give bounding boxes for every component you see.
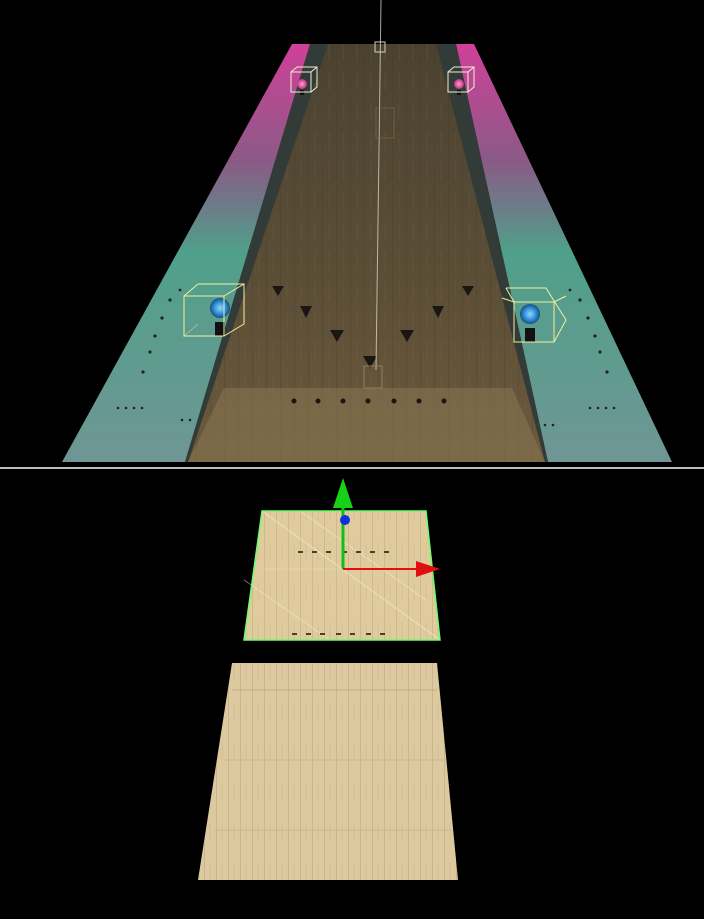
far-pin-marker[interactable] (374, 41, 386, 53)
gizmo-x-arrow-icon[interactable] (416, 561, 440, 577)
gizmo-y-arrow-icon[interactable] (333, 478, 353, 508)
lower-floor-tile[interactable] (198, 663, 458, 880)
viewport-perspective[interactable] (0, 0, 704, 467)
perspective-scene[interactable] (0, 0, 704, 467)
lane-approach (188, 388, 545, 462)
right-gutter-channel (436, 44, 548, 462)
lane-guide-dots (291, 398, 447, 404)
lane-boards (188, 44, 545, 462)
left-wall-marks (116, 288, 192, 422)
light-gizmo-right[interactable] (501, 287, 567, 343)
light-gizmo-top-right[interactable] (447, 66, 475, 95)
translate-gizmo[interactable] (333, 478, 440, 577)
light-gizmo-top-left[interactable] (290, 66, 318, 95)
left-gutter-wall (62, 44, 310, 462)
selection-outline (243, 510, 441, 641)
camera-center-line (375, 0, 382, 371)
viewport-divider[interactable] (0, 467, 704, 469)
selected-floor-tile[interactable] (243, 510, 441, 641)
near-object-marker[interactable] (363, 365, 383, 389)
gizmo-z-handle[interactable] (340, 515, 350, 525)
right-gutter-wall (456, 44, 672, 462)
top-view-scene[interactable] (0, 469, 704, 919)
viewport-top[interactable] (0, 469, 704, 919)
lane-target-arrows (272, 286, 474, 368)
right-wall-marks (543, 288, 616, 427)
mid-object-marker[interactable] (375, 107, 395, 139)
light-gizmo-left[interactable] (183, 283, 245, 337)
